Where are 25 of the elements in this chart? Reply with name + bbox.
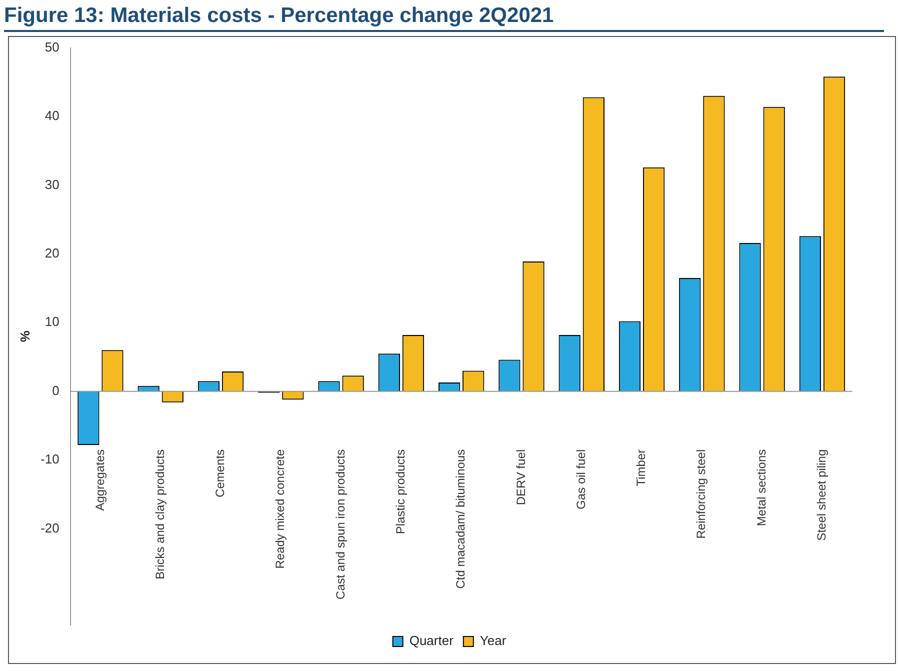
y-tick-label: -10 bbox=[40, 452, 60, 467]
x-tick-label: Ctd macadam/ bituminous bbox=[454, 449, 468, 589]
y-tick-label: 50 bbox=[44, 39, 60, 54]
y-tick-label: 30 bbox=[44, 176, 60, 192]
chart-title: Figure 13: Materials costs - Percentage change 2Q2021 bbox=[4, 4, 884, 32]
y-tick-label: 0 bbox=[52, 382, 60, 398]
x-tick-label: Steel sheet piling bbox=[814, 449, 829, 541]
x-tick-label: Bricks and clay products bbox=[152, 449, 167, 580]
y-tick-label: -20 bbox=[40, 520, 60, 536]
y-tick-label: 40 bbox=[44, 108, 60, 124]
x-tick-label: Timber bbox=[634, 449, 648, 486]
x-tick-label: Metal sections bbox=[754, 449, 768, 526]
legend-label: Year bbox=[480, 633, 507, 648]
legend-label: Quarter bbox=[409, 633, 454, 648]
x-tick-label: Plastic products bbox=[394, 449, 408, 534]
x-tick-label: Cements bbox=[213, 449, 228, 498]
x-tick-label: DERV fuel bbox=[514, 449, 528, 506]
y-axis-title: % bbox=[17, 330, 32, 342]
x-tick-label: Aggregates bbox=[92, 449, 107, 511]
x-tick-label: Reinforcing steel bbox=[694, 449, 708, 539]
y-tick-label: 10 bbox=[44, 314, 60, 330]
x-tick-label: Cast and spun iron products bbox=[333, 449, 348, 600]
y-tick-label: 20 bbox=[44, 246, 60, 261]
x-tick-label: Ready mixed concrete bbox=[273, 449, 288, 569]
x-tick-label: Gas oil fuel bbox=[574, 449, 588, 510]
